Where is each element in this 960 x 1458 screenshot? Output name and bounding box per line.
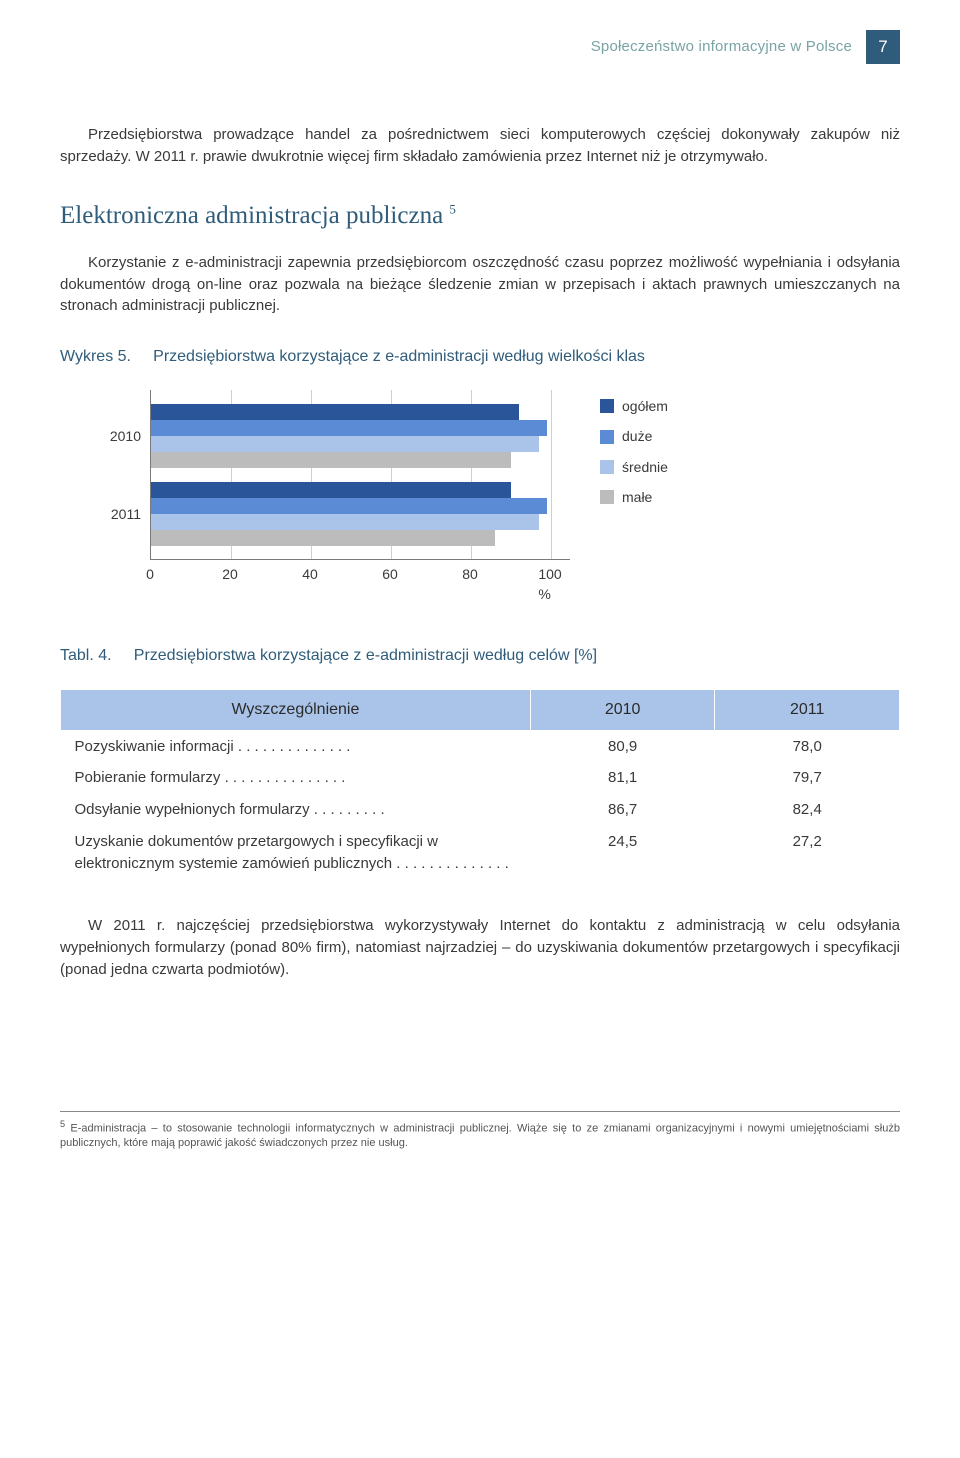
legend-label: duże	[622, 426, 652, 446]
legend-item: duże	[600, 426, 668, 446]
x-tick-label: 60	[382, 564, 398, 584]
bar	[151, 482, 511, 498]
col-header-2: 2011	[715, 690, 900, 730]
footnote: 5 E-administracja – to stosowanie techno…	[60, 1111, 900, 1151]
table-label: Tabl. 4.	[60, 647, 112, 664]
legend-swatch	[600, 490, 614, 504]
bar	[151, 530, 495, 546]
row-value-2010: 24,5	[530, 826, 715, 880]
row-value-2010: 80,9	[530, 730, 715, 762]
chart-title: Przedsiębiorstwa korzystające z e-admini…	[153, 348, 645, 365]
page-number-badge: 7	[866, 30, 900, 64]
table-title: Przedsiębiorstwa korzystające z e-admini…	[134, 647, 597, 664]
chart-caption: Wykres 5. Przedsiębiorstwa korzystające …	[60, 345, 900, 368]
footnote-mark: 5	[60, 1119, 65, 1129]
legend-swatch	[600, 460, 614, 474]
table-row: Pozyskiwanie informacji . . . . . . . . …	[61, 730, 900, 762]
chart: 20102011 020406080100 %	[150, 390, 570, 584]
section-title-text: Elektroniczna administracja publiczna	[60, 202, 443, 229]
chart-x-axis: 020406080100 %	[150, 560, 570, 584]
section-body: Korzystanie z e-administracji zapewnia p…	[60, 252, 900, 317]
row-label: Pobieranie formularzy . . . . . . . . . …	[61, 762, 531, 794]
x-tick-label: 20	[222, 564, 238, 584]
table-row: Pobieranie formularzy . . . . . . . . . …	[61, 762, 900, 794]
row-value-2011: 27,2	[715, 826, 900, 880]
bar	[151, 420, 547, 436]
row-value-2010: 86,7	[530, 794, 715, 826]
footnote-text: E-administracja – to stosowanie technolo…	[60, 1122, 900, 1149]
running-title: Społeczeństwo informacyjne w Polsce	[591, 36, 852, 58]
page-header: Społeczeństwo informacyjne w Polsce 7	[60, 30, 900, 64]
y-category-label: 2010	[110, 426, 151, 446]
legend-item: małe	[600, 487, 668, 507]
row-label: Odsyłanie wypełnionych formularzy . . . …	[61, 794, 531, 826]
data-table: Wyszczególnienie 2010 2011 Pozyskiwanie …	[60, 689, 900, 879]
row-value-2011: 79,7	[715, 762, 900, 794]
row-value-2011: 78,0	[715, 730, 900, 762]
bar	[151, 498, 547, 514]
row-value-2011: 82,4	[715, 794, 900, 826]
legend-item: średnie	[600, 457, 668, 477]
legend-swatch	[600, 430, 614, 444]
y-category-label: 2011	[111, 504, 151, 524]
x-tick-label: 100 %	[538, 564, 561, 605]
bar	[151, 514, 539, 530]
table-row: Uzyskanie dokumentów przetargowych i spe…	[61, 826, 900, 880]
grid-line	[551, 390, 552, 559]
chart-label: Wykres 5.	[60, 348, 131, 365]
x-tick-label: 0	[146, 564, 154, 584]
footnote-ref: 5	[449, 201, 456, 216]
closing-paragraph: W 2011 r. najczęściej przedsiębiorstwa w…	[60, 915, 900, 980]
bar	[151, 452, 511, 468]
col-header-0: Wyszczególnienie	[61, 690, 531, 730]
col-header-1: 2010	[530, 690, 715, 730]
legend-label: średnie	[622, 457, 668, 477]
chart-plot-area: 20102011	[150, 390, 570, 560]
legend-swatch	[600, 399, 614, 413]
x-tick-label: 80	[462, 564, 478, 584]
table-caption: Tabl. 4. Przedsiębiorstwa korzystające z…	[60, 644, 900, 667]
legend-label: ogółem	[622, 396, 668, 416]
section-title: Elektroniczna administracja publiczna 5	[60, 198, 900, 234]
bar	[151, 436, 539, 452]
x-tick-label: 40	[302, 564, 318, 584]
chart-legend: ogółem duże średnie małe	[600, 390, 668, 507]
table-row: Odsyłanie wypełnionych formularzy . . . …	[61, 794, 900, 826]
legend-item: ogółem	[600, 396, 668, 416]
chart-container: 20102011 020406080100 % ogółemdużeśredni…	[150, 390, 900, 584]
row-label: Uzyskanie dokumentów przetargowych i spe…	[61, 826, 531, 880]
intro-paragraph: Przedsiębiorstwa prowadzące handel za po…	[60, 124, 900, 168]
legend-label: małe	[622, 487, 652, 507]
bar	[151, 404, 519, 420]
row-label: Pozyskiwanie informacji . . . . . . . . …	[61, 730, 531, 762]
row-value-2010: 81,1	[530, 762, 715, 794]
